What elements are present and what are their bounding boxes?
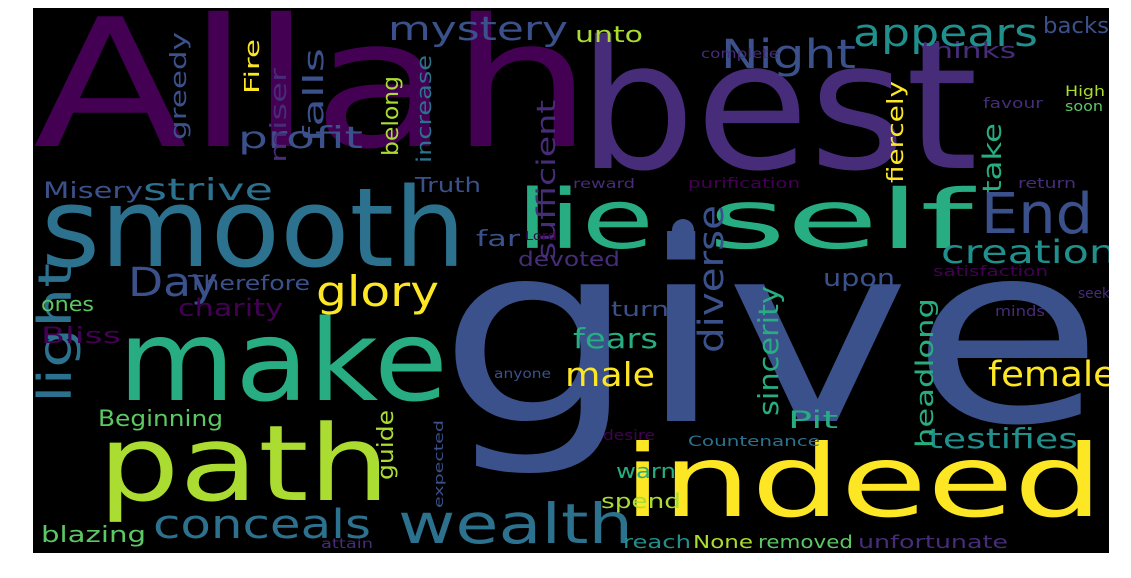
word-cloud: Allah best give smooth make path indeed …	[33, 8, 1109, 553]
word-lord: Lord	[525, 229, 557, 243]
word-far: far	[476, 227, 521, 252]
cloud-background	[33, 8, 1109, 553]
word-sufficient: sufficient	[532, 100, 562, 260]
word-expected: expected	[432, 420, 446, 508]
word-minds: minds	[995, 304, 1045, 320]
word-separator-dot	[672, 219, 694, 241]
word-cloud-canvas: Allah best give smooth make path indeed …	[33, 8, 1109, 553]
word-purification: purification	[688, 176, 800, 192]
word-satisfaction: satisfaction	[933, 264, 1048, 280]
word-charity: charity	[178, 294, 283, 322]
word-miser: miser	[267, 67, 292, 163]
word-mystery: mystery	[388, 9, 568, 48]
word-fiercely: fiercely	[884, 81, 909, 183]
word-spend: spend	[601, 489, 681, 513]
word-testifies: testifies	[928, 422, 1078, 455]
word-strive: strive	[143, 173, 273, 208]
word-appears: appears	[853, 11, 1038, 55]
word-self: self	[708, 173, 977, 268]
word-day: Day	[128, 260, 218, 306]
word-ones: ones	[41, 292, 94, 316]
word-turn: turn	[611, 297, 669, 321]
word-countenance: Countenance	[688, 434, 820, 450]
word-return: return	[1018, 176, 1076, 192]
word-sincerity: sincerity	[752, 286, 785, 416]
word-bliss: Bliss	[41, 324, 121, 349]
word-female: female	[988, 355, 1109, 395]
word-indeed: indeed	[623, 423, 1103, 540]
word-warn: warn	[616, 459, 676, 483]
word-none: None	[693, 532, 753, 553]
word-belong: belong	[379, 76, 404, 156]
word-fire: Fire	[240, 39, 264, 94]
word-lie: lie	[516, 173, 654, 268]
word-falls: falls	[297, 48, 330, 143]
word-seek: seek	[1078, 286, 1109, 302]
word-devoted: devoted	[518, 247, 620, 271]
word-misery: Misery	[43, 179, 143, 204]
word-path: path	[98, 403, 390, 525]
word-glory: glory	[316, 267, 439, 316]
word-creation: creation	[941, 233, 1109, 271]
word-end: End	[981, 182, 1093, 247]
word-unfortunate: unfortunate	[858, 532, 1008, 553]
word-reach: reach	[623, 532, 691, 553]
word-night: Night	[721, 32, 856, 78]
word-make: make	[118, 297, 448, 427]
word-beginning: Beginning	[98, 407, 223, 432]
word-pit: Pit	[788, 406, 838, 434]
word-anyone: anyone	[494, 367, 551, 382]
word-give: give	[438, 189, 1104, 480]
word-take: take	[978, 123, 1008, 193]
word-therefore: Therefore	[187, 271, 310, 295]
word-unto: unto	[575, 23, 643, 48]
word-greedy: greedy	[167, 32, 192, 140]
word-complete: complete	[701, 47, 779, 62]
word-diverse: diverse	[692, 205, 732, 353]
word-attain: attain	[321, 537, 373, 552]
word-fears: fears	[573, 322, 658, 355]
word-backs: backs	[1043, 14, 1109, 39]
word-guide: guide	[374, 410, 399, 480]
word-upon: upon	[823, 264, 895, 292]
word-removed: removed	[758, 532, 853, 553]
word-smooth: smooth	[41, 164, 466, 292]
word-soon: soon	[1065, 99, 1103, 115]
word-favour: favour	[983, 96, 1043, 112]
word-increase: increase	[412, 55, 436, 163]
word-desire: desire	[603, 428, 655, 444]
word-wealth: wealth	[398, 492, 633, 553]
word-headlong: headlong	[911, 298, 939, 448]
word-best: best	[578, 8, 978, 210]
word-reward: reward	[573, 177, 635, 192]
word-truth: Truth	[414, 173, 481, 197]
word-light: light	[33, 263, 82, 403]
word-high: High	[1065, 84, 1105, 100]
word-thinks: thinks	[921, 39, 1016, 64]
word-profit: profit	[238, 121, 363, 156]
word-male: male	[565, 355, 655, 394]
word-conceals: conceals	[153, 502, 371, 548]
word-allah: Allah	[33, 8, 593, 188]
word-blazing: blazing	[41, 523, 146, 548]
